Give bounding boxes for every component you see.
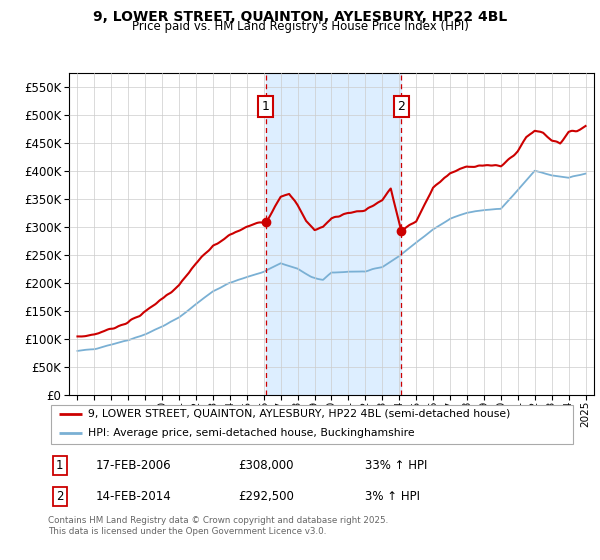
Text: £308,000: £308,000 bbox=[238, 459, 293, 472]
Text: Price paid vs. HM Land Registry's House Price Index (HPI): Price paid vs. HM Land Registry's House … bbox=[131, 20, 469, 32]
Text: 14-FEB-2014: 14-FEB-2014 bbox=[95, 490, 171, 503]
Text: 9, LOWER STREET, QUAINTON, AYLESBURY, HP22 4BL (semi-detached house): 9, LOWER STREET, QUAINTON, AYLESBURY, HP… bbox=[88, 409, 510, 419]
Text: 2: 2 bbox=[397, 100, 405, 113]
Text: 33% ↑ HPI: 33% ↑ HPI bbox=[365, 459, 427, 472]
Text: 1: 1 bbox=[56, 459, 64, 472]
Bar bbox=[266, 73, 401, 395]
Text: 17-FEB-2006: 17-FEB-2006 bbox=[95, 459, 171, 472]
FancyBboxPatch shape bbox=[50, 405, 574, 444]
Text: 1: 1 bbox=[262, 100, 270, 113]
Text: Contains HM Land Registry data © Crown copyright and database right 2025.
This d: Contains HM Land Registry data © Crown c… bbox=[48, 516, 388, 536]
Text: £292,500: £292,500 bbox=[238, 490, 294, 503]
Text: 2: 2 bbox=[56, 490, 64, 503]
Text: 9, LOWER STREET, QUAINTON, AYLESBURY, HP22 4BL: 9, LOWER STREET, QUAINTON, AYLESBURY, HP… bbox=[93, 10, 507, 24]
Text: 3% ↑ HPI: 3% ↑ HPI bbox=[365, 490, 420, 503]
Text: HPI: Average price, semi-detached house, Buckinghamshire: HPI: Average price, semi-detached house,… bbox=[88, 428, 414, 438]
